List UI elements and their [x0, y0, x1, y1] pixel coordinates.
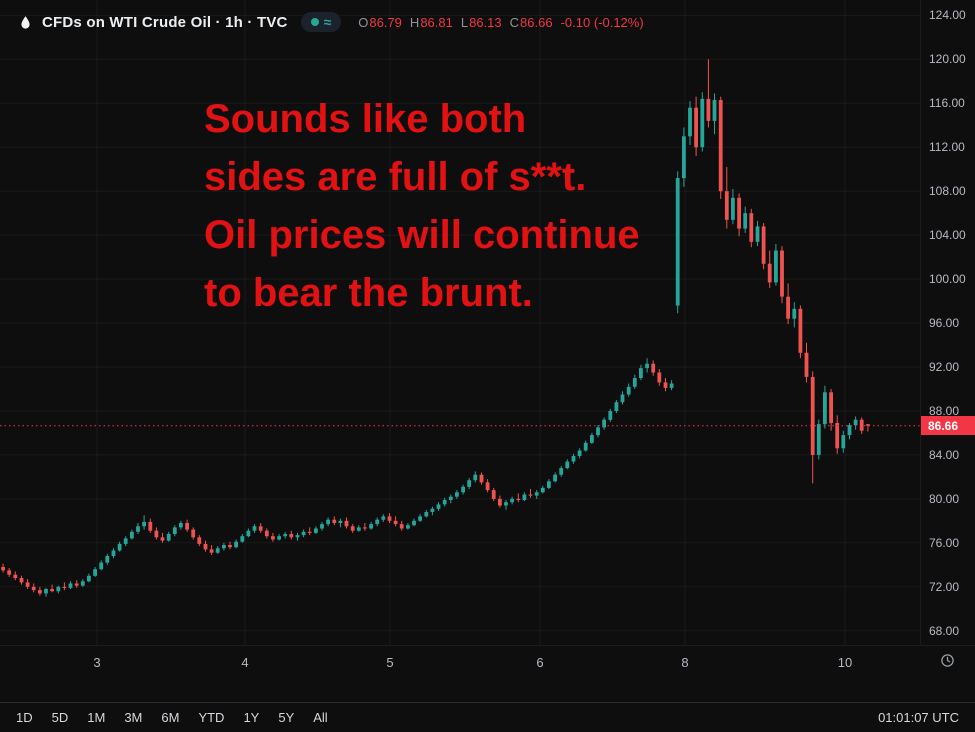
price-axis-label: 76.00: [929, 535, 960, 550]
price-axis-label: 96.00: [929, 316, 960, 331]
price-axis-label: 72.00: [929, 579, 960, 594]
range-button-3m[interactable]: 3M: [124, 710, 143, 725]
price-axis-label: 88.00: [929, 403, 960, 418]
price-axis[interactable]: 124.00 120.00 116.00 112.00 108.00 104.00 100.…: [920, 0, 975, 645]
utc-clock[interactable]: 01:01:07 UTC: [878, 710, 959, 725]
indicator-wave-icon: ≈: [323, 14, 332, 30]
range-button-ytd[interactable]: YTD: [198, 710, 225, 725]
price-axis-label: 112.00: [929, 140, 965, 155]
time-axis-label: 6: [536, 655, 544, 670]
symbol-title[interactable]: CFDs on WTI Crude Oil · 1h · TVC: [42, 13, 288, 31]
bottom-toolbar: 1D 5D 1M 3M 6M YTD 1Y 5Y All 01:01:07 UTC: [0, 702, 975, 732]
close-value: 86.66: [520, 14, 553, 30]
open-label: O: [358, 14, 369, 30]
annotation-line: Oil prices will continue: [204, 213, 640, 257]
indicator-pill[interactable]: ≈: [300, 12, 342, 32]
range-button-5y[interactable]: 5Y: [278, 710, 295, 725]
price-axis-label: 104.00: [929, 228, 966, 243]
annotation-line: sides are full of s**t.: [204, 155, 587, 199]
high-value: 86.81: [420, 14, 453, 30]
change-value: -0.10 (-0.12%): [560, 14, 644, 30]
range-selector: 1D 5D 1M 3M 6M YTD 1Y 5Y All: [16, 710, 328, 725]
price-axis-label: 100.00: [929, 272, 966, 287]
range-button-1m[interactable]: 1M: [87, 710, 106, 725]
close-label: C: [509, 14, 520, 30]
chart-plot-area[interactable]: Sounds like both sides are full of s**t.…: [0, 0, 920, 645]
price-axis-label: 116.00: [929, 96, 965, 111]
time-axis[interactable]: 3 4 5 6 8 10: [0, 645, 975, 702]
annotation-line: Sounds like both: [204, 97, 527, 141]
price-axis-label: 108.00: [929, 184, 966, 199]
price-axis-label: 124.00: [929, 8, 966, 23]
time-axis-label: 4: [241, 655, 249, 670]
price-axis-label: 92.00: [929, 360, 960, 374]
current-price-tag: 86.66: [921, 416, 975, 436]
indicator-dot-icon: [310, 18, 319, 26]
chart-text-annotation: Sounds like both sides are full of s**t.…: [204, 90, 640, 322]
time-axis-label: 5: [386, 655, 394, 670]
time-axis-label: 8: [681, 655, 689, 670]
clock-icon[interactable]: [940, 653, 955, 668]
low-value: 86.13: [469, 14, 502, 30]
range-button-5d[interactable]: 5D: [51, 710, 69, 725]
annotation-line: to bear the brunt.: [204, 271, 533, 315]
price-axis-label: 80.00: [929, 491, 960, 506]
price-axis-label: 84.00: [929, 447, 960, 462]
time-axis-label: 3: [93, 655, 101, 670]
open-value: 86.79: [369, 14, 402, 30]
range-button-6m[interactable]: 6M: [161, 710, 180, 725]
range-button-1d[interactable]: 1D: [16, 710, 33, 725]
range-button-all[interactable]: All: [313, 710, 328, 725]
range-button-1y[interactable]: 1Y: [243, 710, 260, 725]
chart-header: CFDs on WTI Crude Oil · 1h · TVC ≈ O 86.7…: [18, 10, 644, 34]
ohlc-readout: O 86.79 H 86.81 L 86.13 C 86.66 -0.10 (-0.12…: [358, 15, 643, 30]
oil-drop-icon: [18, 15, 33, 30]
low-label: L: [460, 14, 469, 30]
time-axis-label: 10: [837, 655, 853, 670]
price-axis-label: 68.00: [929, 623, 960, 638]
price-axis-label: 120.00: [929, 52, 966, 67]
high-label: H: [409, 14, 420, 30]
candlestick-chart: [0, 0, 920, 645]
